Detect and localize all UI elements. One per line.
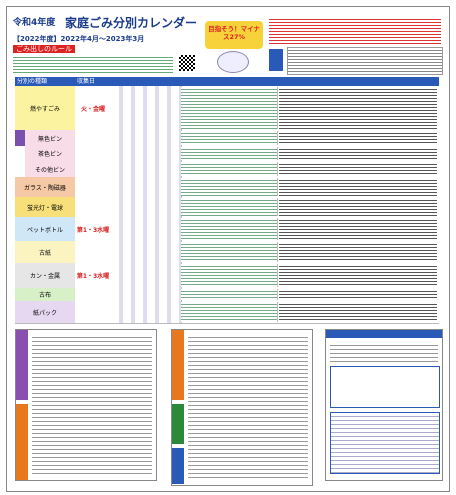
items-cell xyxy=(181,264,278,287)
rules-text xyxy=(13,55,173,73)
method-cell xyxy=(111,146,182,161)
category-cell: 紙パック xyxy=(15,301,76,323)
notice-icon xyxy=(269,49,283,71)
items-cell xyxy=(181,242,278,262)
notes-cell xyxy=(279,264,437,287)
panel xyxy=(325,329,443,481)
notes-cell xyxy=(279,87,437,129)
notes-cell xyxy=(279,242,437,262)
notes-cell xyxy=(279,302,437,322)
header-cell: 収集日 xyxy=(77,78,96,85)
items-cell xyxy=(181,87,278,129)
slogan: 目指そう！マイナス27% xyxy=(205,21,263,49)
items-cell xyxy=(181,302,278,322)
day-cell: 第1・3水曜 xyxy=(75,263,112,288)
category-cell: 茶色ビン xyxy=(25,146,76,161)
category-cell: 古紙 xyxy=(15,241,76,263)
method-cell xyxy=(111,217,182,241)
title-prefix: 令和4年度 xyxy=(13,18,56,28)
period: 【2022年度】2022年4月～2023年3月 xyxy=(13,35,145,43)
table-row: その他ビン xyxy=(15,161,439,178)
table-row: カン・金属 第1・3水曜 xyxy=(15,263,439,289)
table-row: ガラス・陶磁器 xyxy=(15,177,439,198)
notes xyxy=(287,47,443,75)
category-cell: カン・金属 xyxy=(15,263,76,288)
notice xyxy=(269,17,441,45)
table-row: 紙パック xyxy=(15,301,439,324)
items-cell xyxy=(181,178,278,196)
items-cell xyxy=(181,218,278,240)
rules-label: ごみ出しのルール xyxy=(13,45,75,53)
category-cell: その他ビン xyxy=(25,161,76,177)
category-cell: ペットボトル xyxy=(15,217,76,241)
category-cell: 無色ビン xyxy=(25,130,76,146)
table-row: 茶色ビン xyxy=(15,146,439,162)
items-cell xyxy=(181,147,278,160)
method-cell xyxy=(111,86,182,130)
category-cell: 燃やすごみ xyxy=(15,86,76,130)
calendar-sheet: 令和4年度 家庭ごみ分別カレンダー 【2022年度】2022年4月～2023年3… xyxy=(6,6,450,492)
day-cell xyxy=(75,241,112,263)
day-cell xyxy=(75,177,112,197)
header-cell: 分別の種類 xyxy=(17,78,48,85)
category-cell: 古布 xyxy=(15,288,76,301)
day-cell: 火・金曜 xyxy=(75,86,112,130)
category-cell: 蛍光灯・電球 xyxy=(15,197,76,217)
method-cell xyxy=(111,288,182,301)
category-cell: ガラス・陶磁器 xyxy=(15,177,76,197)
qr-code xyxy=(179,55,195,71)
table-row: ペットボトル 第1・3水曜 xyxy=(15,217,439,242)
notes-cell xyxy=(279,178,437,196)
items-cell xyxy=(181,198,278,216)
table-row: 古布 xyxy=(15,288,439,302)
table-row: 古紙 xyxy=(15,241,439,264)
notes-cell xyxy=(279,162,437,176)
day-cell xyxy=(75,161,112,177)
table-row: 蛍光灯・電球 xyxy=(15,197,439,218)
table-row: 燃やすごみ 火・金曜 xyxy=(15,86,439,131)
items-cell xyxy=(181,162,278,176)
notes-cell xyxy=(279,198,437,216)
panel xyxy=(171,329,313,486)
day-cell xyxy=(75,146,112,161)
notes-cell xyxy=(279,218,437,240)
day-cell xyxy=(75,301,112,323)
day-cell: 第1・3水曜 xyxy=(75,217,112,241)
title: 家庭ごみ分別カレンダー xyxy=(65,16,198,30)
method-cell xyxy=(111,301,182,323)
notes-cell xyxy=(279,147,437,160)
method-cell xyxy=(111,241,182,263)
table-header: 分別の種類 収集日 xyxy=(15,77,439,86)
method-cell xyxy=(111,197,182,217)
panel xyxy=(15,329,157,481)
method-cell xyxy=(111,177,182,197)
table-row: 無色ビン xyxy=(15,130,439,147)
method-cell xyxy=(111,130,182,146)
items-cell xyxy=(181,131,278,145)
day-cell xyxy=(75,130,112,146)
mascot xyxy=(217,51,249,73)
notes-cell xyxy=(279,289,437,300)
notes-cell xyxy=(279,131,437,145)
method-cell xyxy=(111,263,182,288)
method-cell xyxy=(111,161,182,177)
day-cell xyxy=(75,288,112,301)
items-cell xyxy=(181,289,278,300)
day-cell xyxy=(75,197,112,217)
